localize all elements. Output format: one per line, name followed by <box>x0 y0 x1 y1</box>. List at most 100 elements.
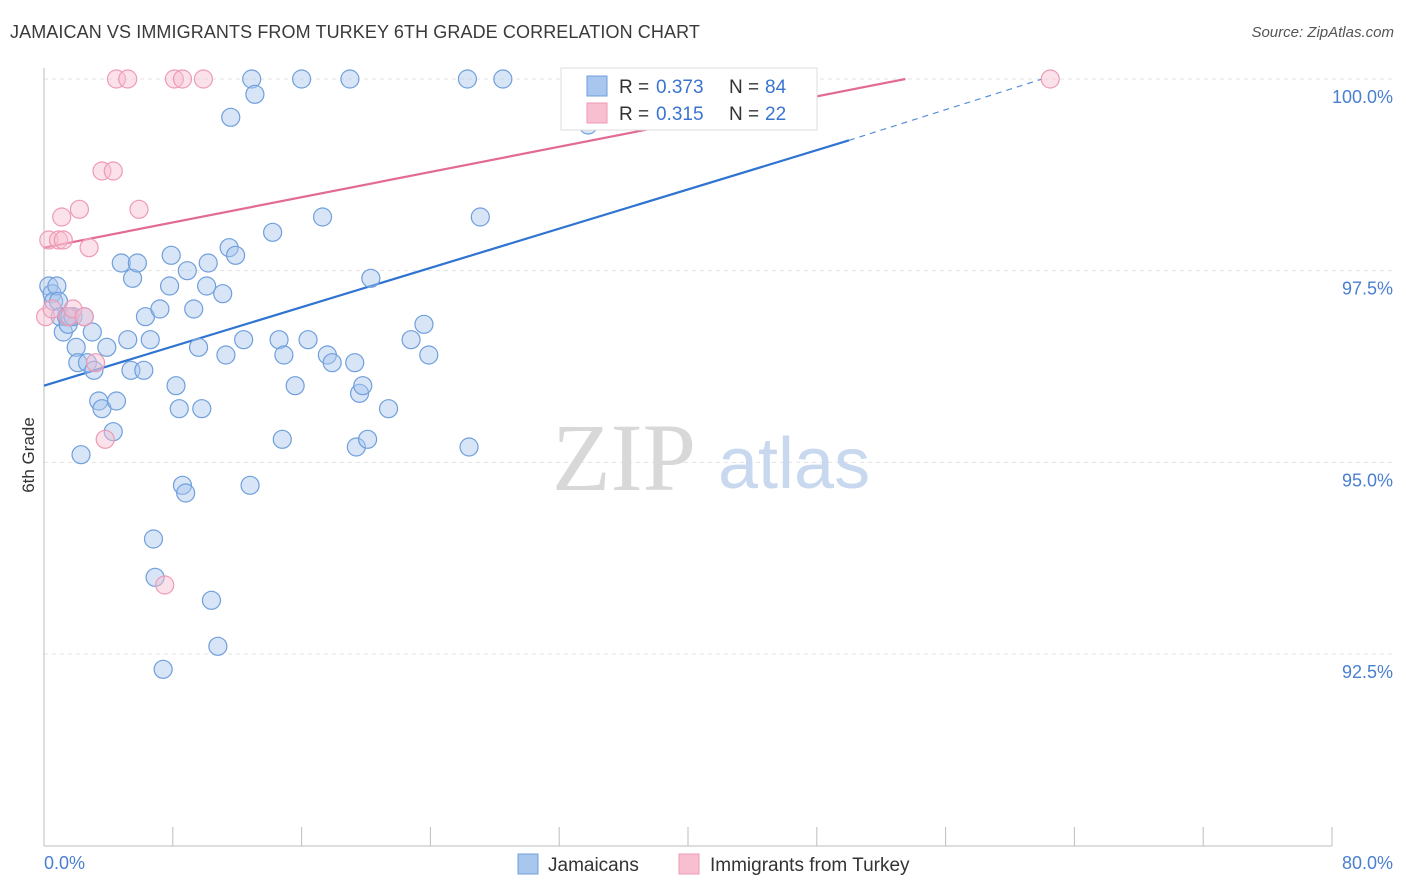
point-jamaicans <box>346 437 366 457</box>
point-jamaicans <box>378 399 399 419</box>
point-turkey <box>48 230 69 250</box>
point-jamaicans <box>245 84 265 104</box>
grid-lines <box>44 78 1392 655</box>
point-jamaicans <box>201 590 222 610</box>
point-jamaicans <box>353 376 373 396</box>
point-turkey <box>39 230 59 250</box>
point-jamaicans <box>493 69 513 89</box>
point-jamaicans <box>145 567 165 587</box>
y-tick-labels: 92.5% 95.0% 97.5% 100.0% <box>1332 87 1393 682</box>
point-turkey <box>106 69 127 89</box>
point-jamaicans <box>419 345 439 365</box>
point-jamaicans <box>82 322 102 342</box>
chart-title: JAMAICAN VS IMMIGRANTS FROM TURKEY 6TH G… <box>10 22 700 42</box>
point-turkey <box>52 207 72 227</box>
legend-r-value-2: 0.315 <box>656 104 704 125</box>
point-turkey <box>155 575 175 595</box>
point-jamaicans <box>459 437 479 457</box>
point-jamaicans <box>77 353 98 373</box>
x-tick-label-max: 80.0% <box>1342 853 1393 873</box>
point-jamaicans <box>470 207 490 227</box>
trend-line-jamaicans <box>43 139 850 387</box>
point-jamaicans <box>221 107 241 127</box>
point-jamaicans <box>345 353 365 373</box>
bottom-legend-swatch-turkey <box>678 853 700 875</box>
point-jamaicans <box>240 475 260 495</box>
legend-r-label-2: R = <box>619 104 649 125</box>
point-turkey <box>103 161 123 181</box>
point-jamaicans <box>198 253 218 273</box>
point-jamaicans <box>292 69 312 89</box>
legend-swatch-jamaicans <box>586 75 608 97</box>
legend-r-value-1: 0.373 <box>656 77 704 98</box>
point-turkey <box>164 69 185 89</box>
point-jamaicans <box>176 483 196 503</box>
point-jamaicans <box>242 69 262 89</box>
point-jamaicans <box>134 360 154 380</box>
point-jamaicans <box>272 429 292 449</box>
watermark: ZIP atlas <box>552 404 870 511</box>
legend-n-value-2: 22 <box>765 104 786 125</box>
point-jamaicans <box>312 207 333 227</box>
point-jamaicans <box>159 276 180 296</box>
point-jamaicans <box>47 276 67 296</box>
bottom-legend-turkey: Immigrants from Turkey <box>710 855 910 876</box>
point-jamaicans <box>39 276 59 296</box>
point-jamaicans <box>188 337 209 357</box>
bottom-legend-jamaicans: Jamaicans <box>548 855 639 876</box>
y-tick-label: 100.0% <box>1332 87 1393 107</box>
point-jamaicans <box>213 284 233 304</box>
point-jamaicans <box>127 253 147 273</box>
legend-n-value-1: 84 <box>765 77 787 98</box>
point-turkey <box>92 161 112 181</box>
point-jamaicans <box>166 376 186 396</box>
point-jamaicans <box>414 314 434 334</box>
point-jamaicans <box>122 268 143 288</box>
point-jamaicans <box>84 360 104 380</box>
point-jamaicans <box>269 330 289 350</box>
point-turkey <box>79 238 99 258</box>
point-jamaicans <box>177 261 197 281</box>
point-jamaicans <box>298 330 318 350</box>
watermark-atlas: atlas <box>718 424 870 504</box>
bottom-legend: Jamaicans Immigrants from Turkey <box>517 853 910 876</box>
x-tick-label-min: 0.0% <box>44 853 85 873</box>
point-jamaicans <box>106 391 127 411</box>
point-jamaicans <box>66 337 86 357</box>
point-jamaicans <box>234 330 254 350</box>
point-jamaicans <box>349 383 370 403</box>
point-jamaicans <box>361 268 381 288</box>
point-turkey <box>1040 69 1060 89</box>
legend-n-label-1: N = <box>729 77 759 98</box>
point-jamaicans <box>219 238 239 258</box>
legend-n-label-2: N = <box>729 104 759 125</box>
point-jamaicans <box>263 222 283 242</box>
point-jamaicans <box>140 330 160 350</box>
point-turkey <box>129 199 149 219</box>
point-jamaicans <box>208 636 228 656</box>
point-jamaicans <box>225 245 246 265</box>
trend-line-jamaicans-extension <box>848 78 1043 141</box>
point-jamaicans <box>71 445 91 465</box>
point-jamaicans <box>322 353 342 373</box>
point-jamaicans <box>285 376 305 396</box>
source-label: Source: ZipAtlas.com <box>1251 24 1394 41</box>
y-tick-label: 95.0% <box>1342 470 1393 490</box>
point-jamaicans <box>274 345 294 365</box>
y-axis-label: 6th Grade <box>19 417 38 493</box>
x-ticks <box>43 827 1333 846</box>
point-jamaicans <box>457 69 478 89</box>
point-turkey <box>42 299 62 319</box>
legend-r-label-1: R = <box>619 77 649 98</box>
point-turkey <box>69 199 90 219</box>
bottom-legend-swatch-jamaicans <box>517 853 539 875</box>
point-jamaicans <box>358 429 378 449</box>
point-jamaicans <box>118 330 138 350</box>
point-jamaicans <box>340 69 360 89</box>
point-turkey <box>85 353 106 373</box>
point-jamaicans <box>192 399 212 419</box>
legend-swatch-turkey <box>586 102 608 124</box>
point-jamaicans <box>401 330 421 350</box>
top-legend: R = 0.373 N = 84 R = 0.315 N = 22 <box>560 67 818 131</box>
